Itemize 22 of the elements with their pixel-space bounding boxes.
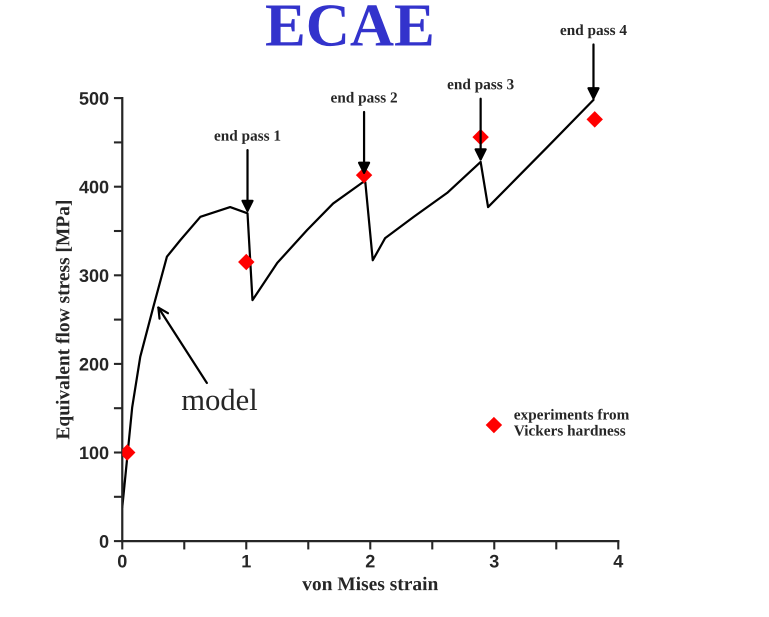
annotation: model (182, 388, 258, 410)
x-tick-label: 0 (118, 554, 127, 568)
y-tick-label: 200 (80, 358, 108, 371)
point (238, 254, 254, 270)
y-tick-label: 400 (79, 180, 108, 194)
x-tick-label: 4 (614, 554, 624, 568)
y-tick-label: 500 (80, 92, 108, 105)
y-axis-title: Equivalent flow stress [MPa] (56, 201, 74, 440)
annotation: end pass 4 (560, 24, 627, 38)
legend-label: experiments from Vickers hardness (514, 408, 630, 436)
annotation: end pass 3 (448, 78, 514, 92)
x-tick-label: 2 (366, 554, 375, 568)
x-tick-label: 3 (490, 554, 499, 568)
y-tick-label: 100 (80, 446, 108, 460)
x-tick-label: 1 (242, 554, 251, 568)
x-axis-title: von Mises strain (302, 576, 438, 590)
y-tick-label: 0 (100, 535, 108, 548)
chart-title: ECAE (266, 5, 432, 46)
point (586, 111, 603, 128)
annotation: end pass 1 (214, 130, 280, 144)
annotation: end pass 2 (331, 92, 397, 106)
y-tick-label: 300 (79, 269, 108, 282)
